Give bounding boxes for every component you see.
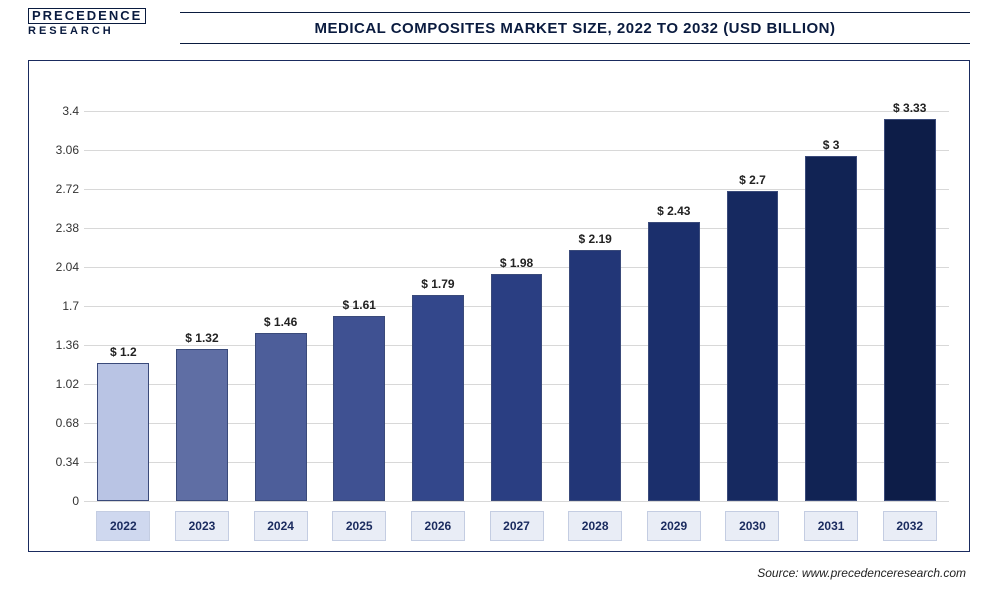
bar-value-label: $ 3 <box>823 138 840 152</box>
x-slot: 2025 <box>320 511 399 541</box>
bar-value-label: $ 3.33 <box>893 101 926 115</box>
x-slot: 2023 <box>163 511 242 541</box>
y-tick-label: 2.38 <box>39 221 79 235</box>
bar <box>97 363 149 501</box>
bar-slot: $ 3.33 <box>870 91 949 501</box>
y-tick-label: 3.4 <box>39 104 79 118</box>
y-tick-label: 0.68 <box>39 416 79 430</box>
x-axis-label: 2030 <box>725 511 779 541</box>
bar-slot: $ 1.2 <box>84 91 163 501</box>
bar-value-label: $ 1.46 <box>264 315 297 329</box>
bar-value-label: $ 1.32 <box>185 331 218 345</box>
bar-slot: $ 1.98 <box>477 91 556 501</box>
bar-slot: $ 1.32 <box>163 91 242 501</box>
bar-slot: $ 2.19 <box>556 91 635 501</box>
bar <box>569 250 621 502</box>
bar <box>255 333 307 501</box>
x-slot: 2029 <box>634 511 713 541</box>
chart-title-bar: MEDICAL COMPOSITES MARKET SIZE, 2022 TO … <box>180 12 970 44</box>
plot-area: 00.340.681.021.361.72.042.382.723.063.4 … <box>84 91 949 501</box>
x-axis-label: 2028 <box>568 511 622 541</box>
x-slot: 2032 <box>870 511 949 541</box>
bar <box>648 222 700 501</box>
x-slot: 2027 <box>477 511 556 541</box>
bar <box>805 156 857 501</box>
x-axis-label: 2023 <box>175 511 229 541</box>
y-tick-label: 1.36 <box>39 338 79 352</box>
y-tick-label: 0 <box>39 494 79 508</box>
x-axis-label: 2031 <box>804 511 858 541</box>
bar <box>333 316 385 501</box>
x-axis-label: 2032 <box>883 511 937 541</box>
chart-container: 00.340.681.021.361.72.042.382.723.063.4 … <box>28 60 970 552</box>
bar-value-label: $ 2.19 <box>578 232 611 246</box>
y-tick-label: 3.06 <box>39 143 79 157</box>
bar-slot: $ 2.43 <box>634 91 713 501</box>
bar-value-label: $ 1.98 <box>500 256 533 270</box>
bar-value-label: $ 2.43 <box>657 204 690 218</box>
bar-slot: $ 2.7 <box>713 91 792 501</box>
chart-title: MEDICAL COMPOSITES MARKET SIZE, 2022 TO … <box>314 20 835 37</box>
x-slot: 2026 <box>399 511 478 541</box>
bar <box>884 119 936 501</box>
x-axis-label: 2025 <box>332 511 386 541</box>
bar-slot: $ 1.61 <box>320 91 399 501</box>
bar-slot: $ 1.46 <box>241 91 320 501</box>
x-axis-label: 2022 <box>96 511 150 541</box>
bars-row: $ 1.2 $ 1.32 $ 1.46 $ 1.61 $ 1.79 $ 1.98 $ 2.1… <box>84 91 949 501</box>
x-axis-label: 2027 <box>490 511 544 541</box>
x-axis-label: 2024 <box>254 511 308 541</box>
bar-value-label: $ 1.79 <box>421 277 454 291</box>
logo-line1: PRECEDENCE <box>28 8 146 24</box>
brand-logo: PRECEDENCE RESEARCH <box>28 8 146 37</box>
y-tick-label: 2.72 <box>39 182 79 196</box>
x-slot: 2031 <box>792 511 871 541</box>
grid-line <box>84 501 949 502</box>
y-tick-label: 2.04 <box>39 260 79 274</box>
x-axis-labels: 2022 2023 2024 2025 2026 2027 2028 2029 2030 2031… <box>84 511 949 541</box>
source-attribution: Source: www.precedenceresearch.com <box>757 566 966 580</box>
bar <box>176 349 228 501</box>
x-axis-label: 2026 <box>411 511 465 541</box>
bar-value-label: $ 1.61 <box>343 298 376 312</box>
x-axis-label: 2029 <box>647 511 701 541</box>
logo-line2: RESEARCH <box>28 26 146 36</box>
x-slot: 2028 <box>556 511 635 541</box>
x-slot: 2022 <box>84 511 163 541</box>
y-tick-label: 1.7 <box>39 299 79 313</box>
bar-slot: $ 1.79 <box>399 91 478 501</box>
bar-value-label: $ 1.2 <box>110 345 137 359</box>
y-tick-label: 1.02 <box>39 377 79 391</box>
bar <box>727 191 779 501</box>
bar-value-label: $ 2.7 <box>739 173 766 187</box>
x-slot: 2024 <box>241 511 320 541</box>
bar <box>491 274 543 501</box>
y-tick-label: 0.34 <box>39 455 79 469</box>
bar-slot: $ 3 <box>792 91 871 501</box>
bar <box>412 295 464 501</box>
x-slot: 2030 <box>713 511 792 541</box>
